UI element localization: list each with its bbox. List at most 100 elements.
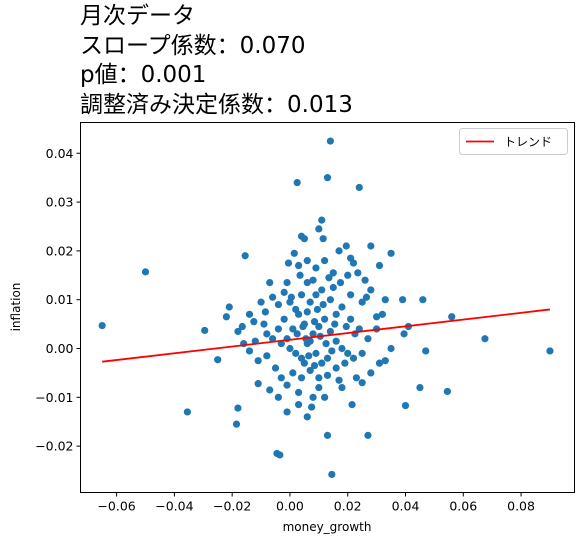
data-point: [214, 356, 222, 364]
data-point: [321, 315, 329, 323]
data-point: [332, 337, 340, 345]
data-point: [335, 247, 343, 255]
legend: トレンド: [459, 128, 568, 155]
data-point: [326, 296, 334, 304]
data-point: [329, 269, 337, 277]
data-point: [309, 330, 317, 338]
x-axis-label: money_growth: [283, 520, 372, 534]
data-point: [309, 393, 317, 401]
data-point: [381, 296, 389, 304]
data-point: [315, 225, 323, 233]
data-point: [347, 291, 355, 299]
data-point: [358, 379, 366, 387]
data-point: [245, 310, 254, 318]
data-point: [286, 344, 294, 353]
data-point: [280, 315, 288, 323]
data-point: [481, 335, 489, 343]
data-point: [234, 404, 242, 412]
data-point: [312, 264, 320, 272]
data-point: [362, 293, 371, 301]
data-point: [318, 359, 326, 367]
data-point: [312, 349, 320, 357]
data-point: [280, 288, 288, 296]
data-point: [331, 320, 339, 328]
data-point: [283, 381, 291, 389]
data-point: [347, 315, 355, 323]
data-point: [422, 347, 430, 355]
data-point: [303, 413, 311, 421]
data-point: [296, 271, 304, 279]
x-tick-label: 0.08: [507, 499, 535, 514]
data-point: [318, 216, 326, 224]
data-point: [283, 279, 291, 287]
data-point: [364, 431, 372, 439]
y-tick-label: 0.04: [46, 146, 74, 161]
data-point: [310, 318, 319, 326]
data-point: [448, 313, 456, 321]
data-point: [416, 383, 424, 392]
data-point: [201, 326, 209, 335]
trend-line: [102, 308, 551, 363]
data-point: [306, 298, 314, 306]
data-point: [183, 408, 191, 416]
data-point: [338, 344, 346, 353]
data-point: [378, 310, 386, 318]
data-point: [257, 298, 265, 306]
data-point: [266, 279, 274, 287]
data-point: [269, 293, 277, 301]
y-tick-label: −0.02: [35, 439, 73, 454]
data-point: [141, 268, 150, 276]
data-point: [303, 279, 311, 287]
data-point: [315, 374, 323, 382]
data-point: [241, 252, 249, 260]
data-point: [387, 249, 395, 257]
data-point: [299, 322, 307, 331]
data-point: [323, 354, 332, 362]
data-point: [269, 335, 277, 343]
data-point: [295, 261, 303, 270]
data-point: [443, 387, 451, 396]
data-point: [274, 300, 282, 309]
x-tick-label: 0.06: [449, 499, 477, 514]
data-point: [238, 322, 246, 331]
x-tick-label: 0.00: [276, 499, 304, 514]
data-point: [399, 296, 407, 304]
data-point: [332, 310, 340, 318]
data-point: [309, 276, 317, 284]
y-tick-label: 0.02: [46, 243, 74, 258]
data-point: [297, 291, 306, 299]
data-point: [289, 325, 297, 333]
data-point: [329, 283, 337, 292]
chart-title-line: スロープ係数：0.070: [80, 32, 306, 59]
data-point: [341, 359, 349, 367]
chart-title-line: p値：0.001: [80, 62, 207, 88]
data-point: [319, 300, 327, 309]
data-point: [98, 321, 106, 330]
data-point: [306, 366, 314, 375]
data-point: [546, 347, 554, 355]
data-point: [312, 291, 320, 299]
data-point: [293, 330, 301, 338]
data-point: [375, 261, 384, 270]
data-point: [367, 242, 375, 250]
data-point: [367, 286, 375, 294]
data-point: [303, 257, 311, 265]
data-point: [387, 344, 395, 353]
y-tick-label: 0.03: [46, 195, 74, 210]
x-tick-label: 0.02: [334, 499, 362, 514]
data-point: [321, 257, 329, 265]
points-layer: [98, 137, 554, 479]
plot-frame: [80, 122, 575, 493]
data-point: [315, 322, 323, 331]
legend-box: [459, 128, 568, 155]
data-point: [313, 305, 321, 314]
data-point: [297, 354, 306, 362]
chart-title-line: 月次データ: [80, 3, 195, 29]
data-point: [254, 380, 262, 388]
data-point: [354, 269, 362, 277]
data-point: [290, 249, 298, 257]
data-point: [325, 274, 333, 282]
data-point: [323, 371, 332, 379]
data-point: [323, 431, 332, 439]
